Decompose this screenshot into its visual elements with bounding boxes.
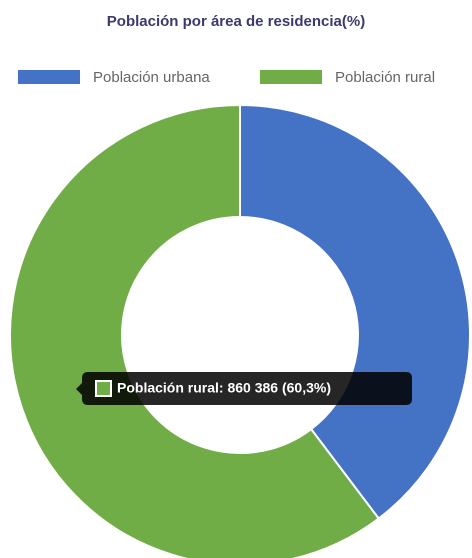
tooltip-box bbox=[76, 372, 412, 405]
legend-swatch bbox=[18, 70, 80, 84]
chart-title: Población por área de residencia(%) bbox=[107, 13, 365, 30]
slices bbox=[9, 103, 471, 558]
legend-swatch bbox=[260, 70, 322, 84]
legend: Población urbana Población rural bbox=[18, 69, 435, 86]
tooltip-swatch bbox=[95, 380, 112, 397]
tooltip-text: Población rural: 860 386 (60,3%) bbox=[117, 380, 331, 396]
legend-label: Población urbana bbox=[93, 69, 210, 86]
slice bbox=[9, 103, 381, 558]
tooltip: Población rural: 860 386 (60,3%) bbox=[76, 372, 412, 405]
slice bbox=[239, 103, 471, 520]
legend-label: Población rural bbox=[335, 69, 435, 86]
